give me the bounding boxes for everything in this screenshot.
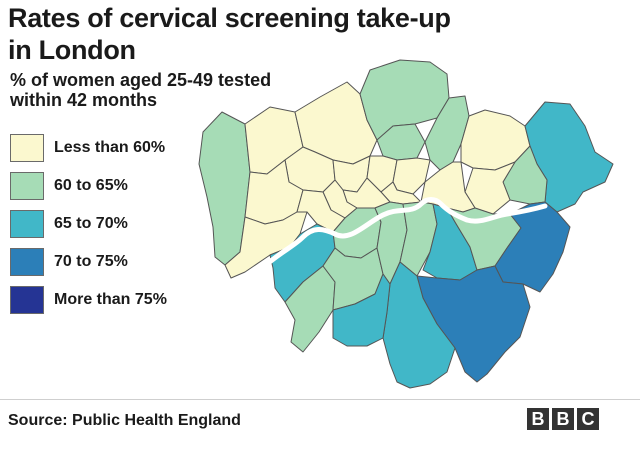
legend-swatch-65-to-70 [10, 210, 44, 238]
bbc-logo: B B C [524, 408, 599, 430]
legend-label-more-than-75: More than 75% [54, 291, 167, 308]
legend: Less than 60% 60 to 65% 65 to 70% 70 to … [10, 133, 167, 323]
chart-subtitle: % of women aged 25-49 tested within 42 m… [10, 70, 272, 110]
legend-label-70-to-75: 70 to 75% [54, 253, 128, 270]
chart-title: Rates of cervical screening take-up in L… [8, 3, 451, 65]
legend-swatch-70-to-75 [10, 248, 44, 276]
london-borough-map [198, 59, 614, 389]
borough-kingston [284, 265, 336, 353]
legend-item-70-to-75: 70 to 75% [10, 247, 167, 277]
borough-waltham-forest [424, 95, 470, 171]
legend-label-65-to-70: 65 to 70% [54, 215, 128, 232]
source-note: Source: Public Health England [8, 412, 241, 429]
bbc-logo-letter-b2: B [552, 408, 574, 430]
borough-hounslow [224, 211, 308, 279]
legend-label-60-to-65: 60 to 65% [54, 177, 128, 194]
borough-sutton [332, 273, 391, 347]
bbc-logo-letter-b1: B [527, 408, 549, 430]
legend-label-less-than-60: Less than 60% [54, 139, 166, 156]
legend-item-more-than-75: More than 75% [10, 285, 167, 315]
footer-divider [0, 399, 640, 400]
legend-swatch-60-to-65 [10, 172, 44, 200]
bbc-logo-letter-c: C [577, 408, 599, 430]
legend-swatch-less-than-60 [10, 134, 44, 162]
legend-item-60-to-65: 60 to 65% [10, 171, 167, 201]
river-thames [257, 197, 548, 273]
legend-item-65-to-70: 65 to 70% [10, 209, 167, 239]
borough-croydon [382, 261, 456, 389]
borough-bexley [494, 201, 571, 293]
legend-item-less-than-60: Less than 60% [10, 133, 167, 163]
legend-swatch-more-than-75 [10, 286, 44, 314]
